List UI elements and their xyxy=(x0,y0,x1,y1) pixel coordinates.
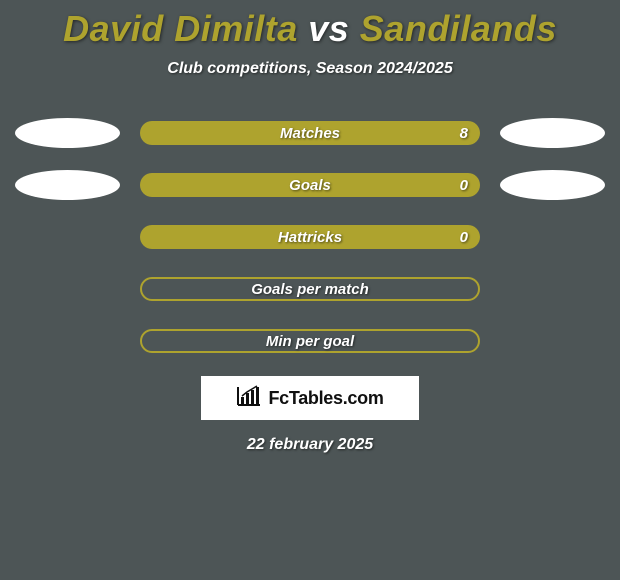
stat-bar: Min per goal xyxy=(140,329,480,353)
title-separator: vs xyxy=(308,8,349,49)
stat-bar-wrap: Hattricks 0 xyxy=(140,225,480,249)
oval-spacer xyxy=(15,222,120,252)
stat-label: Goals xyxy=(289,177,331,194)
player2-name: Sandilands xyxy=(360,8,557,49)
stat-value: 0 xyxy=(460,177,468,194)
stat-row: Matches 8 xyxy=(0,118,620,148)
comparison-title: David Dimilta vs Sandilands xyxy=(0,0,620,50)
stat-row: Min per goal xyxy=(0,326,620,356)
stat-bar-wrap: Goals per match xyxy=(140,277,480,301)
oval-spacer xyxy=(15,274,120,304)
stats-container: Matches 8 Goals 0 Hattricks 0 Goals per match M… xyxy=(0,118,620,356)
stat-row: Goals per match xyxy=(0,274,620,304)
oval-spacer xyxy=(500,326,605,356)
stat-row: Goals 0 xyxy=(0,170,620,200)
stat-value: 0 xyxy=(460,229,468,246)
stat-label: Min per goal xyxy=(266,333,354,350)
player2-logo-oval xyxy=(500,118,605,148)
stat-bar: Goals 0 xyxy=(140,173,480,197)
stat-bar: Hattricks 0 xyxy=(140,225,480,249)
stat-bar: Matches 8 xyxy=(140,121,480,145)
fctables-logo: FcTables.com xyxy=(201,376,419,420)
stat-label: Goals per match xyxy=(251,281,369,298)
oval-spacer xyxy=(500,274,605,304)
stat-bar-wrap: Goals 0 xyxy=(140,173,480,197)
stat-label: Matches xyxy=(280,125,340,142)
stat-value: 8 xyxy=(460,125,468,142)
player1-logo-oval xyxy=(15,170,120,200)
player1-name: David Dimilta xyxy=(63,8,298,49)
stat-bar-wrap: Min per goal xyxy=(140,329,480,353)
stat-label: Hattricks xyxy=(278,229,342,246)
oval-spacer xyxy=(500,222,605,252)
logo-text: FcTables.com xyxy=(268,388,383,409)
oval-spacer xyxy=(15,326,120,356)
stat-row: Hattricks 0 xyxy=(0,222,620,252)
stat-bar: Goals per match xyxy=(140,277,480,301)
stat-bar-wrap: Matches 8 xyxy=(140,121,480,145)
bar-chart-icon xyxy=(236,385,262,412)
subtitle: Club competitions, Season 2024/2025 xyxy=(0,60,620,78)
player1-logo-oval xyxy=(15,118,120,148)
date-label: 22 february 2025 xyxy=(0,436,620,454)
player2-logo-oval xyxy=(500,170,605,200)
